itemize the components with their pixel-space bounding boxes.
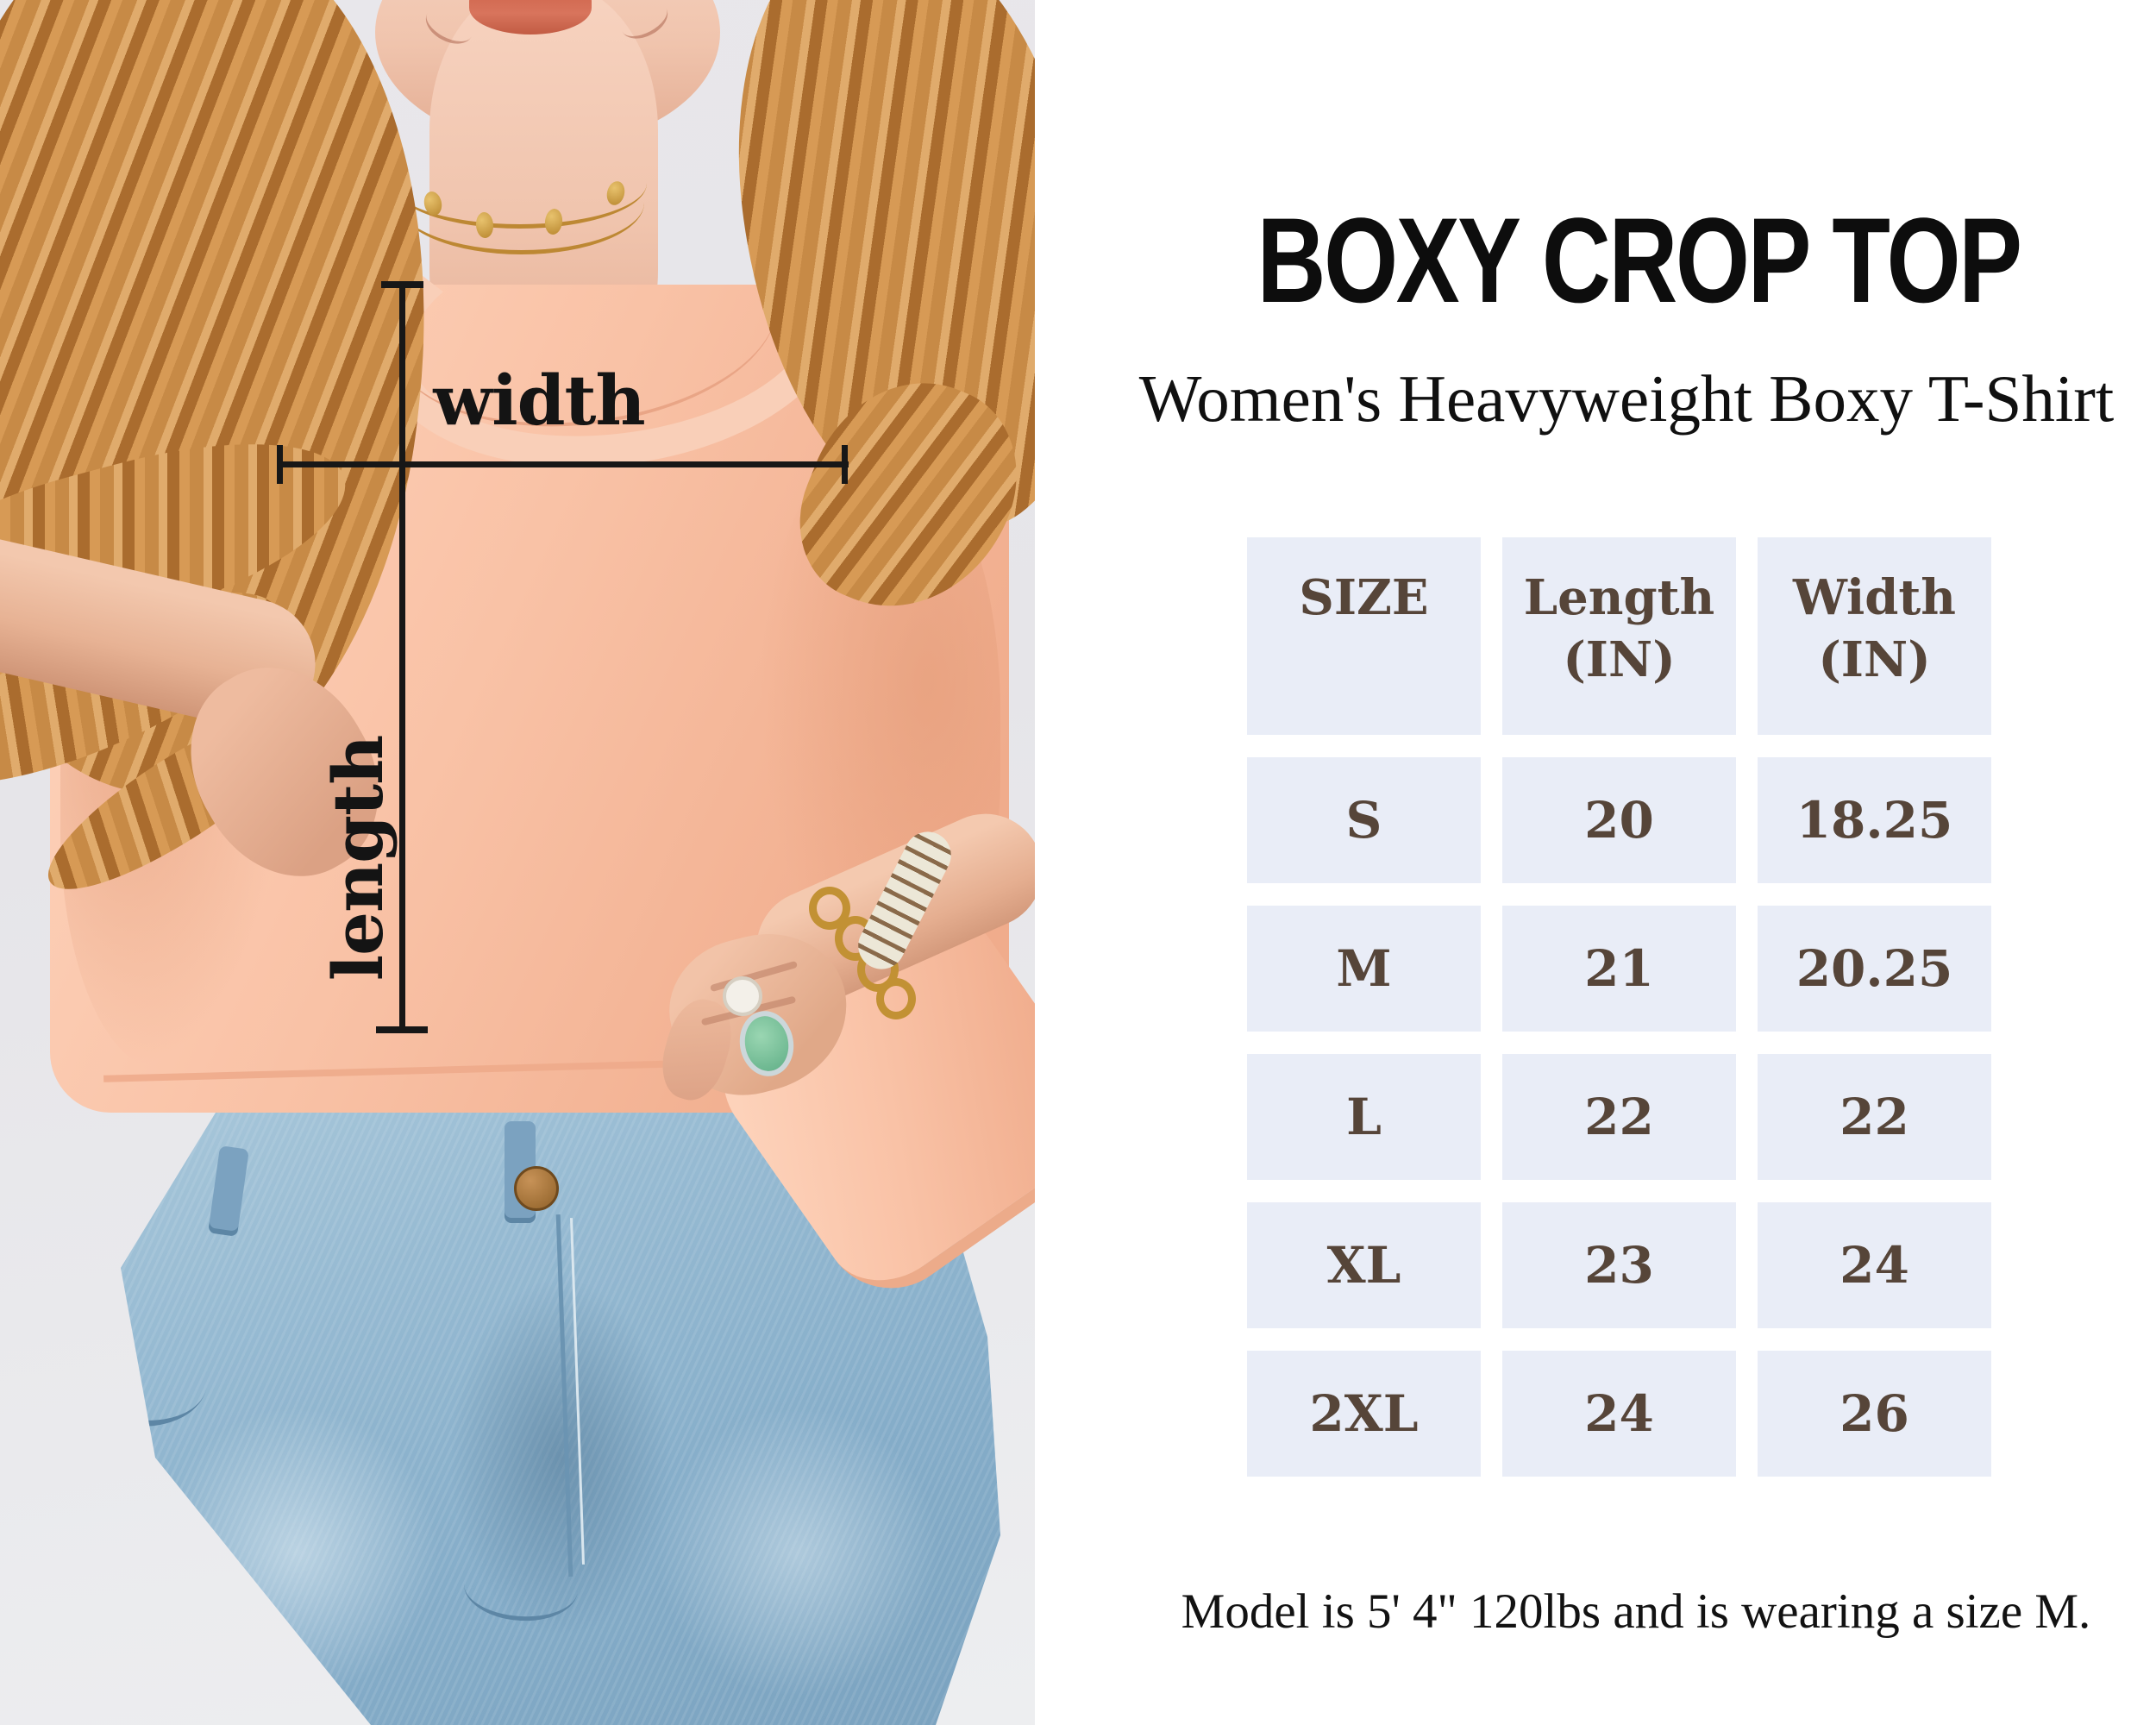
model-size-note: Model is 5' 4" 120lbs and is wearing a s…: [1181, 1584, 2091, 1639]
width-label: width: [433, 360, 645, 441]
cell-XL-width: 24: [1758, 1202, 1991, 1328]
gold-bracelet: [809, 887, 850, 930]
cell-L-length: 22: [1502, 1054, 1736, 1180]
denim-highlight: [655, 1406, 940, 1699]
denim-highlight: [155, 1406, 440, 1699]
ring: [723, 976, 762, 1016]
length-measure-line: [399, 284, 405, 1032]
width-measure-line: [279, 461, 849, 467]
cell-2XL-length: 24: [1502, 1351, 1736, 1477]
cell-M-size: M: [1247, 906, 1481, 1032]
cell-M-length: 21: [1502, 906, 1736, 1032]
cell-L-width: 22: [1758, 1054, 1991, 1180]
width-measure-cap: [842, 445, 848, 484]
page-subtitle: Women's Heavyweight Boxy T-Shirt: [1138, 361, 2115, 436]
cell-M-width: 20.25: [1758, 906, 1991, 1032]
cell-2XL-size: 2XL: [1247, 1351, 1481, 1477]
cell-S-length: 20: [1502, 757, 1736, 883]
cell-XL-length: 23: [1502, 1202, 1736, 1328]
length-measure-cap: [381, 281, 423, 288]
jeans-button: [514, 1166, 559, 1211]
model-photo: width length: [0, 0, 1035, 1725]
cell-XL-size: XL: [1247, 1202, 1481, 1328]
necklace-chain: [398, 151, 644, 254]
cell-2XL-width: 26: [1758, 1351, 1991, 1477]
page-title: BOXY CROP TOP: [1257, 192, 2022, 328]
length-label: length: [317, 735, 398, 982]
length-measure-cap: [376, 1026, 428, 1033]
header-cell-width: Width (IN): [1758, 537, 1991, 735]
gold-bracelet: [876, 978, 916, 1019]
cell-S-width: 18.25: [1758, 757, 1991, 883]
header-cell-length: Length (IN): [1502, 537, 1736, 735]
info-panel: BOXY CROP TOP Women's Heavyweight Boxy T…: [1035, 0, 2156, 1725]
cell-S-size: S: [1247, 757, 1481, 883]
cell-L-size: L: [1247, 1054, 1481, 1180]
width-measure-cap: [277, 445, 283, 484]
size-chart-table: SIZE Length (IN) Width (IN) S 20 18.25 M 21 20.25 L…: [1247, 537, 1991, 1477]
header-cell-size: SIZE: [1247, 537, 1481, 735]
